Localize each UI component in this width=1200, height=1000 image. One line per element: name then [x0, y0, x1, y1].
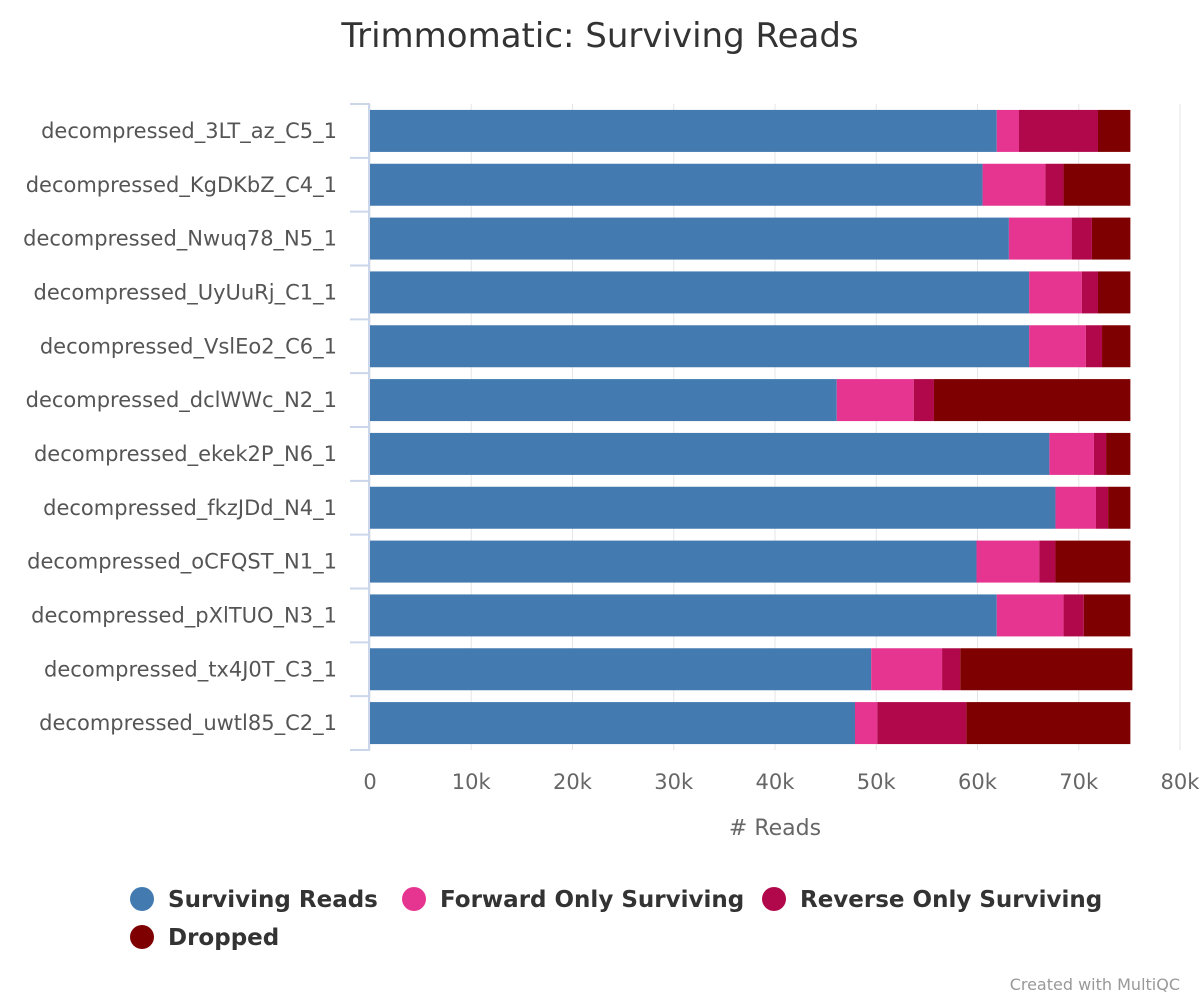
- bar-segment[interactable]: [1019, 109, 1098, 152]
- bar-segment[interactable]: [1055, 540, 1131, 583]
- category-label: decompressed_uwtl85_C2_1: [39, 711, 337, 736]
- chart-title: Trimmomatic: Surviving Reads: [340, 16, 858, 56]
- legend-item[interactable]: Reverse Only Surviving: [762, 887, 1102, 913]
- legend-label: Surviving Reads: [168, 887, 378, 913]
- x-tick-label: 60k: [958, 770, 998, 794]
- bar-segment[interactable]: [1091, 217, 1131, 260]
- x-tick-label: 30k: [654, 770, 694, 794]
- category-label: decompressed_UyUuRj_C1_1: [34, 280, 337, 305]
- bar-segment[interactable]: [877, 702, 967, 745]
- legend-item[interactable]: Forward Only Surviving: [402, 887, 744, 913]
- bar-segment[interactable]: [960, 648, 1133, 691]
- bar-segment[interactable]: [982, 163, 1046, 206]
- legend-label: Dropped: [168, 925, 279, 951]
- bar-segment[interactable]: [370, 109, 997, 152]
- legend-label: Reverse Only Surviving: [800, 887, 1102, 913]
- bar-segment[interactable]: [1097, 271, 1131, 314]
- bar-segment[interactable]: [1049, 432, 1094, 475]
- x-tick-label: 70k: [1059, 770, 1099, 794]
- bar-segment[interactable]: [370, 594, 997, 637]
- category-label: decompressed_Nwuq78_N5_1: [23, 227, 337, 252]
- bar-segment[interactable]: [1063, 163, 1131, 206]
- x-tick-label: 50k: [857, 770, 897, 794]
- bar-segment[interactable]: [1071, 217, 1092, 260]
- x-axis-title: # Reads: [729, 816, 821, 841]
- category-label: decompressed_oCFQST_N1_1: [27, 550, 337, 575]
- bar-segment[interactable]: [913, 379, 934, 422]
- category-label: decompressed_3LT_az_C5_1: [41, 119, 337, 144]
- legend-marker: [130, 925, 154, 949]
- bar-segment[interactable]: [370, 540, 977, 583]
- bar-segment[interactable]: [1045, 163, 1064, 206]
- bar-segment[interactable]: [1106, 432, 1131, 475]
- axes: 0 10k 20k 30k 40k 50k 60k 70k 80k decompressed_3L…: [23, 103, 1200, 794]
- legend-marker: [402, 887, 426, 911]
- bar-segment[interactable]: [370, 648, 872, 691]
- legend-marker: [130, 887, 154, 911]
- bar-segment[interactable]: [370, 163, 983, 206]
- category-label: decompressed_VslEo2_C6_1: [40, 334, 337, 359]
- bar-segment[interactable]: [966, 702, 1131, 745]
- bar-segment[interactable]: [1093, 432, 1107, 475]
- bar-segment[interactable]: [976, 540, 1040, 583]
- bar-segment[interactable]: [1039, 540, 1056, 583]
- bar-segment[interactable]: [1097, 109, 1131, 152]
- bar-segment[interactable]: [996, 594, 1064, 637]
- bar-segment[interactable]: [370, 379, 837, 422]
- category-label: decompressed_fkzJDd_N4_1: [43, 496, 337, 521]
- bar-segment[interactable]: [942, 648, 961, 691]
- x-tick-label: 10k: [452, 770, 492, 794]
- bar-segment[interactable]: [996, 109, 1020, 152]
- bar-segment[interactable]: [1081, 271, 1098, 314]
- bars: [370, 109, 1133, 745]
- legend-item[interactable]: Dropped: [130, 925, 279, 951]
- bar-segment[interactable]: [370, 702, 855, 745]
- bar-segment[interactable]: [370, 486, 1056, 529]
- x-tick-label: 0: [363, 770, 376, 794]
- legend-item[interactable]: Surviving Reads: [130, 887, 378, 913]
- bar-segment[interactable]: [1102, 325, 1131, 368]
- bar-segment[interactable]: [370, 271, 1030, 314]
- bar-segment[interactable]: [933, 379, 1131, 422]
- category-label: decompressed_tx4J0T_C3_1: [44, 657, 337, 682]
- bar-segment[interactable]: [1055, 486, 1096, 529]
- bar-segment[interactable]: [370, 217, 1009, 260]
- bar-segment[interactable]: [871, 648, 943, 691]
- bar-segment[interactable]: [370, 325, 1030, 368]
- credit-text[interactable]: Created with MultiQC: [1010, 975, 1180, 994]
- bar-segment[interactable]: [1095, 486, 1109, 529]
- bar-segment[interactable]: [836, 379, 914, 422]
- grid: [369, 104, 1181, 750]
- category-label: decompressed_dclWWc_N2_1: [26, 388, 337, 413]
- bar-segment[interactable]: [1083, 594, 1131, 637]
- bar-segment[interactable]: [1029, 271, 1082, 314]
- category-label: decompressed_KgDKbZ_C4_1: [26, 173, 337, 198]
- bar-segment[interactable]: [1008, 217, 1072, 260]
- category-label: decompressed_pXlTUO_N3_1: [31, 603, 337, 628]
- bar-segment[interactable]: [1029, 325, 1086, 368]
- category-label: decompressed_ekek2P_N6_1: [34, 442, 337, 467]
- bar-segment[interactable]: [1085, 325, 1103, 368]
- x-tick-label: 20k: [553, 770, 593, 794]
- bar-segment[interactable]: [370, 432, 1050, 475]
- bar-segment[interactable]: [1108, 486, 1131, 529]
- x-tick-label: 40k: [756, 770, 796, 794]
- legend-label: Forward Only Surviving: [440, 887, 744, 913]
- x-tick-label: 80k: [1161, 770, 1200, 794]
- bar-segment[interactable]: [854, 702, 878, 745]
- legend: Surviving Reads Forward Only Surviving Rev…: [130, 887, 1102, 951]
- bar-segment[interactable]: [1063, 594, 1084, 637]
- legend-marker: [762, 887, 786, 911]
